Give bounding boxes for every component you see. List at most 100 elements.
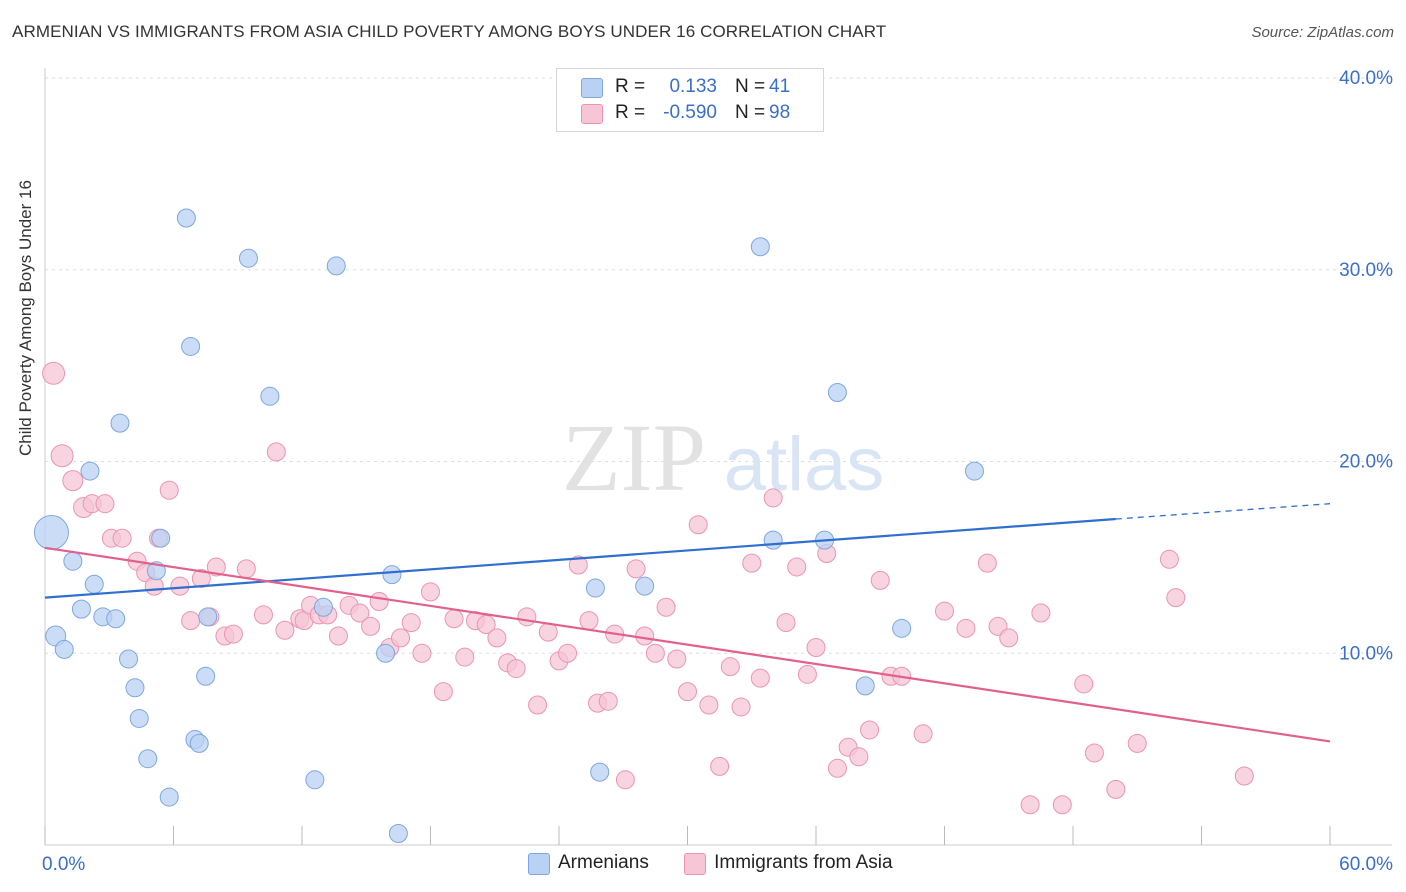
asia-point [1166, 588, 1186, 608]
watermark-zip: ZIP [562, 404, 706, 511]
asia-swatch [581, 104, 603, 124]
asia-point [253, 605, 273, 625]
asia-point [170, 576, 190, 596]
armenian-point [964, 461, 984, 481]
axes [44, 68, 1392, 846]
armenians-swatch [581, 78, 603, 98]
bottom-legend-asia-label: Immigrants from Asia [714, 852, 893, 873]
armenian-point [189, 733, 209, 753]
source-label: Source: ZipAtlas.com [1251, 24, 1394, 41]
asia-point [517, 607, 537, 627]
armenian-point [585, 578, 605, 598]
legend-r-label: R = [615, 102, 646, 123]
armenian-points [33, 208, 984, 843]
asia-point [112, 528, 132, 548]
armenian-point [827, 382, 847, 402]
asia-point [999, 628, 1019, 648]
asia-point [1234, 766, 1254, 786]
asia-point [506, 659, 526, 679]
armenian-point [196, 666, 216, 686]
armenian-point [198, 607, 218, 627]
asia-point [369, 591, 389, 611]
asia-point [688, 515, 708, 535]
legend-n-value: 98 [769, 102, 791, 123]
armenian-point [84, 574, 104, 594]
asia-point [538, 622, 558, 642]
y-tick-label: 20.0% [1339, 452, 1393, 473]
asia-point [1127, 733, 1147, 753]
armenian-point [63, 551, 83, 571]
armenian-point [763, 530, 783, 550]
asia-point [421, 582, 440, 602]
armenian-point [176, 208, 196, 228]
asia-point [487, 628, 507, 648]
watermark-atlas: atlas [724, 422, 885, 507]
asia-point [977, 553, 997, 573]
tick-labels: 10.0% 20.0% 30.0% 40.0% 0.0% 60.0% [42, 68, 1393, 875]
asia-point [50, 444, 74, 468]
asia-point [412, 643, 432, 663]
asia-point [275, 620, 295, 640]
armenian-point [71, 599, 91, 619]
asia-point [328, 626, 348, 646]
armenian-point [110, 413, 130, 433]
asia-point [797, 664, 817, 684]
asia-point [849, 747, 869, 767]
asia-point [742, 553, 762, 573]
legend-n-value: 41 [769, 76, 791, 97]
trend-lines [44, 503, 1331, 743]
asia-point [787, 557, 807, 577]
armenian-point [129, 708, 149, 728]
armenian-point [125, 678, 145, 698]
x-tick-label-min: 0.0% [42, 854, 85, 875]
asia-point [615, 770, 635, 790]
asia-point [956, 618, 976, 638]
armenian-point [33, 514, 69, 550]
asia-point [763, 488, 783, 508]
asia-point [1020, 795, 1040, 815]
asia-point [401, 613, 421, 633]
bottom-legend-armenians-label: Armenians [558, 852, 649, 873]
asia-point [827, 758, 847, 778]
asia-point [62, 470, 84, 492]
asia-point [667, 649, 687, 669]
armenian-point [151, 528, 171, 548]
armenian-point [119, 649, 139, 669]
asia-point [720, 657, 740, 677]
asia-point [579, 611, 599, 631]
asia-point [750, 668, 770, 688]
bottom-legend-armenians: Armenians [528, 852, 649, 875]
asia-point [181, 611, 201, 631]
legend: R = 0.133 N = 41 R = -0.590 N = 98 [556, 68, 824, 132]
asia-point [710, 756, 730, 776]
asia-point [223, 624, 243, 644]
armenian-point [855, 676, 875, 696]
armenian-point [326, 256, 346, 276]
chart-title: ARMENIAN VS IMMIGRANTS FROM ASIA CHILD P… [12, 22, 887, 41]
asia-point [159, 480, 179, 500]
asia-point [776, 613, 796, 633]
y-axis-label: Child Poverty Among Boys Under 16 [16, 180, 35, 456]
asia-point [935, 601, 954, 621]
legend-r-value: -0.590 [663, 102, 717, 123]
asia-point [1159, 549, 1179, 569]
armenian-trend-line [44, 517, 1116, 599]
armenian-point [635, 576, 655, 596]
asia-point [444, 609, 464, 629]
legend-n-label: N = [735, 76, 766, 97]
bottom-legend: Armenians Immigrants from Asia [528, 852, 923, 875]
armenian-point [138, 749, 158, 769]
armenian-point [159, 787, 179, 807]
armenian-trend-extension [1115, 503, 1331, 520]
legend-r-label: R = [615, 76, 646, 97]
armenian-point [590, 762, 610, 782]
asia-point [1084, 743, 1104, 763]
asia-point [635, 626, 655, 646]
armenian-point [750, 237, 770, 257]
x-tick-label-max: 60.0% [1339, 854, 1393, 875]
asia-point [913, 724, 933, 744]
asia-point [1074, 674, 1094, 694]
asia-point [860, 720, 880, 740]
y-tick-label: 10.0% [1339, 643, 1393, 664]
